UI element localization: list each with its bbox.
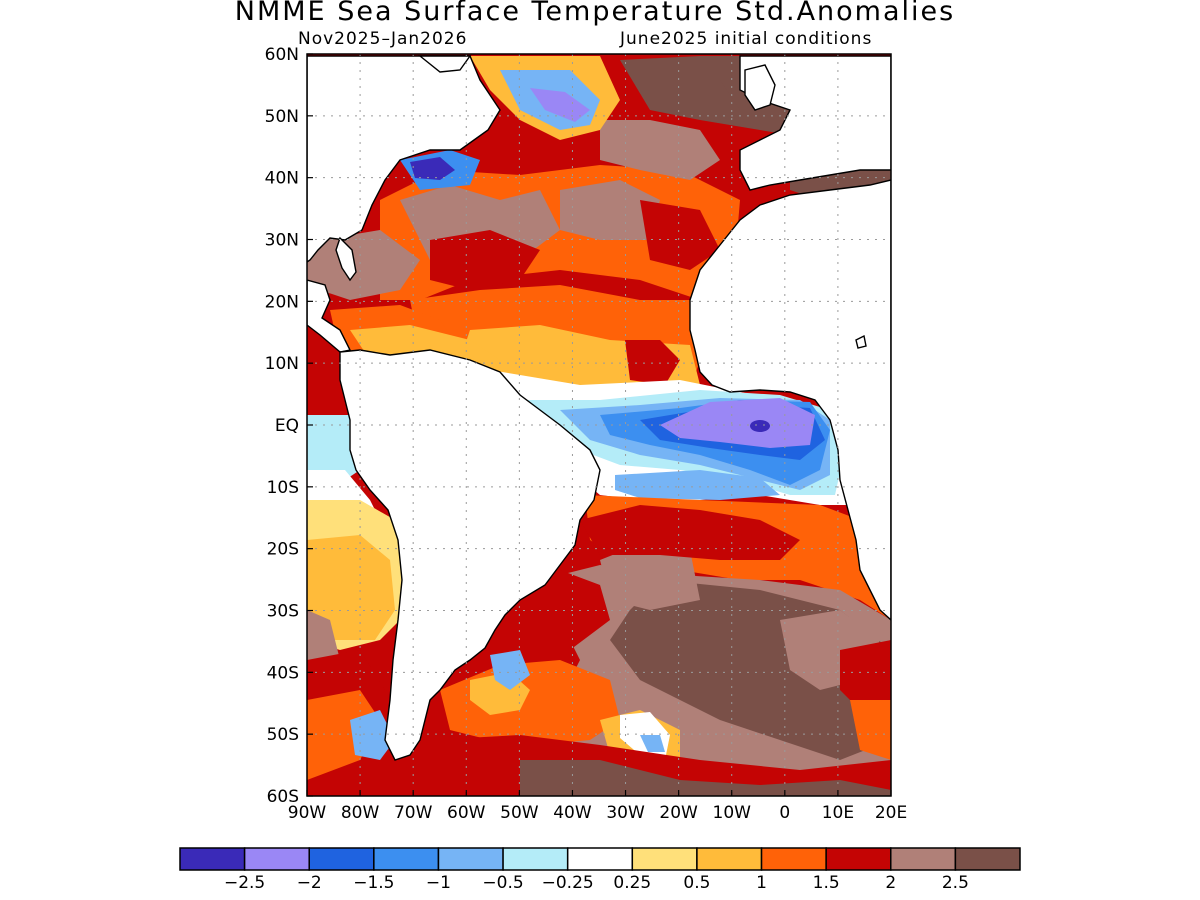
colorbar-swatch — [954, 847, 1021, 871]
south-georgia-blue — [640, 735, 665, 752]
map-title: NMME Sea Surface Temperature Std.Anomali… — [234, 0, 956, 27]
colorbar: −2.5 −2 −1.5 −1 −0.5 −0.25 0.25 0.5 1 1.5 2 2.5 — [179, 847, 1021, 893]
lat-tick-label: EQ — [275, 416, 299, 436]
colorbar-label: −0.5 — [482, 873, 523, 893]
lat-tick-label: 40S — [267, 663, 299, 683]
lon-tick-label: 90W — [288, 803, 327, 823]
lat-tick-label: 20S — [267, 540, 299, 560]
colorbar-label: −1 — [426, 873, 451, 893]
east-pacific-orange — [307, 535, 395, 640]
graticule — [307, 54, 891, 796]
colorbar-label: −2.5 — [224, 873, 265, 893]
colorbar-swatch — [696, 847, 763, 871]
lat-tick-label: 20N — [265, 292, 299, 312]
lon-tick-label: 70W — [394, 803, 433, 823]
azores-brown — [560, 180, 660, 240]
colorbar-label: −2 — [297, 873, 322, 893]
colorbar-swatch — [179, 847, 246, 871]
lat-tick-label: 30N — [265, 231, 299, 251]
lat-tick-label: 60S — [267, 787, 299, 807]
colorbar-label: 1 — [756, 873, 767, 893]
lon-tick-label: 40W — [553, 803, 592, 823]
colorbar-label: 1.5 — [813, 873, 840, 893]
colorbar-label: 0.25 — [613, 873, 651, 893]
gulf-of-maine-core — [410, 157, 455, 180]
colorbar-swatch — [502, 847, 569, 871]
falklands-blue — [490, 650, 530, 690]
lon-tick-label: 30W — [606, 803, 645, 823]
subpolar-brown — [600, 120, 720, 180]
lon-tick-label: 50W — [500, 803, 539, 823]
forecast-period: Nov2025–Jan2026 — [298, 29, 468, 49]
colorbar-label: −0.25 — [542, 873, 594, 893]
lon-tick-label: 10E — [822, 803, 854, 823]
central-america — [307, 279, 352, 353]
gulf-of-guinea-core — [750, 420, 770, 432]
north-america — [307, 55, 501, 263]
colorbar-swatch — [373, 847, 440, 871]
south-equatorial-blue — [615, 470, 780, 500]
lon-tick-label: 60W — [447, 803, 486, 823]
land — [307, 55, 891, 761]
lon-tick-label: 10W — [713, 803, 752, 823]
british-isles — [744, 64, 776, 111]
greenland — [418, 55, 472, 73]
africa — [689, 179, 891, 621]
southeast-orange — [850, 700, 891, 760]
colorbar-swatch — [631, 847, 698, 871]
lat-tick-label: 40N — [265, 169, 299, 189]
lon-tick-label: 20E — [875, 803, 907, 823]
initial-conditions: June2025 initial conditions — [620, 29, 873, 49]
south-america — [339, 349, 601, 761]
iberia-europe — [739, 55, 891, 191]
colorbar-swatch — [308, 847, 375, 871]
canary-red — [640, 200, 720, 270]
colorbar-label: 2.5 — [942, 873, 969, 893]
colorbar-swatch — [760, 847, 827, 871]
colorbar-swatch — [566, 847, 634, 871]
southeast-pacific-orange — [307, 690, 380, 780]
lat-tick-label: 60N — [265, 45, 299, 65]
colorbar-swatch — [890, 847, 957, 871]
southwest-red-band — [580, 505, 800, 560]
colorbar-swatch — [437, 847, 504, 871]
labrador-sea-core — [530, 88, 590, 122]
colorbar-swatch — [825, 847, 892, 871]
lat-tick-label: 10N — [265, 354, 299, 374]
lat-tick-label: 50S — [267, 725, 299, 745]
subtropical-red-patch — [430, 230, 540, 290]
colorbar-label: 0.5 — [683, 873, 710, 893]
florida — [335, 236, 357, 282]
lon-tick-label: 80W — [341, 803, 380, 823]
southern-ocean-brown — [520, 760, 891, 796]
southeast-red — [840, 640, 891, 710]
drake-passage-blue — [350, 710, 395, 760]
madagascar-edge — [855, 334, 867, 349]
brazil-current-red — [500, 570, 610, 690]
gulf-of-guinea-purple — [660, 398, 815, 448]
lat-tick-label: 30S — [267, 602, 299, 622]
lon-tick-label: 20W — [659, 803, 698, 823]
lon-tick-label: 0 — [779, 803, 790, 823]
southwest-brown — [600, 540, 700, 610]
west-africa-red — [625, 340, 680, 385]
colorbar-label: −1.5 — [353, 873, 394, 893]
lat-tick-label: 10S — [267, 478, 299, 498]
axis-ticks: 90W 80W 70W 60W 50W 40W 30W 20W 10W 0 10E 20E 60N 50N… — [265, 45, 908, 823]
colorbar-label: 2 — [885, 873, 896, 893]
colorbar-swatch — [243, 847, 310, 871]
lat-tick-label: 50N — [265, 107, 299, 127]
